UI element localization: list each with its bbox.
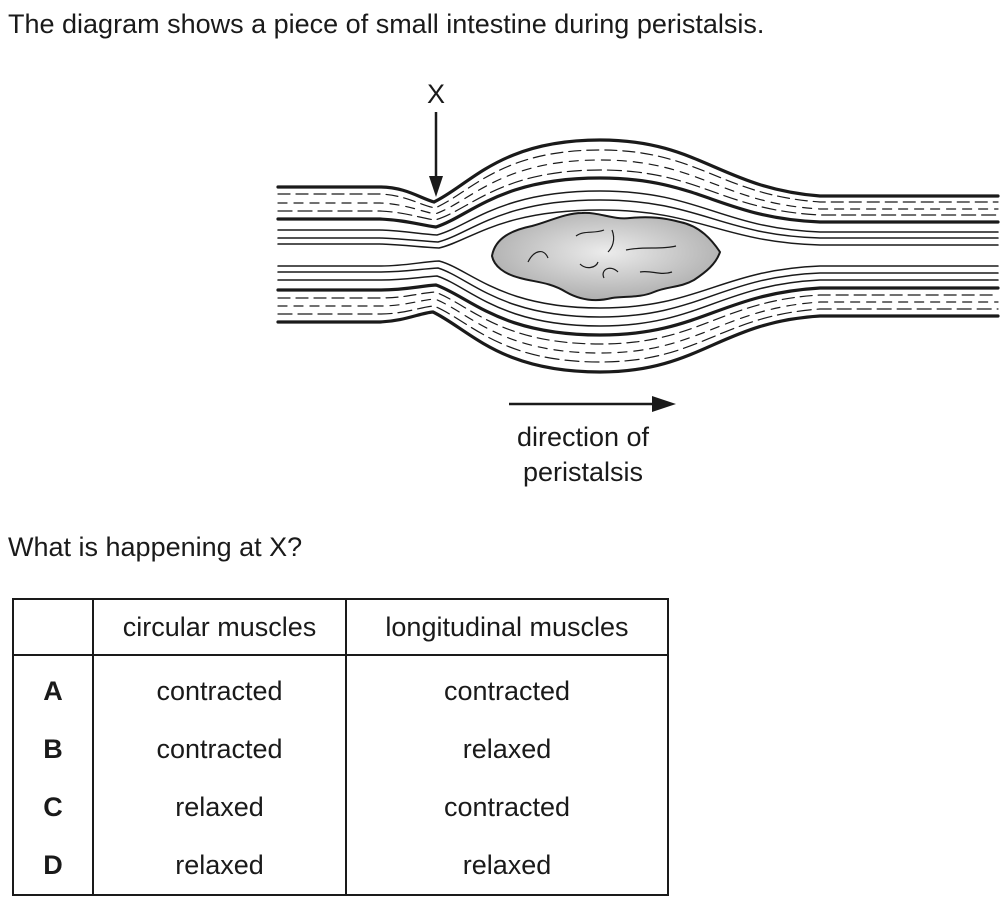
circular-value: relaxed [92, 778, 346, 836]
upper-intestine-wall [276, 138, 1000, 249]
upper-outer-dash-2 [277, 159, 999, 215]
lower-intestine-wall [276, 260, 1000, 374]
header-circular-muscles: circular muscles [92, 599, 346, 656]
down-arrow-icon [429, 112, 443, 197]
table-header-row: circular muscles longitudinal muscles [13, 599, 668, 656]
lower-lining-1 [277, 260, 999, 309]
longitudinal-value: contracted [345, 655, 668, 720]
intestine-diagram: X direction of peristalsis [276, 79, 1000, 487]
option-key: B [43, 733, 63, 764]
option-key: A [43, 675, 63, 706]
circular-value: relaxed [92, 836, 346, 895]
header-blank-cell [13, 599, 93, 656]
upper-outer-dash-1 [277, 149, 999, 209]
question-intro: The diagram shows a piece of small intes… [8, 9, 765, 39]
lower-lining-2 [277, 267, 999, 318]
upper-lining-2 [277, 199, 999, 243]
lower-outer-dash-1 [277, 291, 999, 345]
marker-x-label: X [427, 79, 445, 109]
direction-label-line1: direction of [517, 422, 650, 452]
food-bolus [490, 211, 722, 301]
answer-row-d[interactable]: D relaxed relaxed [13, 836, 668, 895]
longitudinal-value: relaxed [345, 836, 668, 895]
answer-row-a[interactable]: A contracted contracted [13, 655, 668, 720]
bolus-outline [490, 211, 722, 301]
lower-outer-muscle-line [276, 310, 1000, 374]
answer-row-c[interactable]: C relaxed contracted [13, 778, 668, 836]
answer-row-b[interactable]: B contracted relaxed [13, 720, 668, 778]
upper-outer-muscle-line [276, 138, 1000, 204]
lower-outer-dash-2 [277, 298, 999, 354]
lower-outer-dash-3 [277, 305, 999, 363]
answer-table: circular muscles longitudinal muscles A … [12, 598, 669, 896]
bolus-texture [527, 229, 677, 279]
header-longitudinal-muscles: longitudinal muscles [345, 599, 668, 656]
upper-inner-muscle-line [276, 176, 1000, 229]
direction-label-line2: peristalsis [523, 457, 643, 487]
question-prompt: What is happening at X? [8, 532, 303, 562]
lower-lining-3 [277, 275, 999, 327]
option-key: D [43, 849, 63, 880]
circular-value: contracted [92, 655, 346, 720]
circular-value: contracted [92, 720, 346, 778]
right-arrow-icon [509, 396, 676, 412]
upper-lining-1 [277, 190, 999, 236]
upper-outer-dash-3 [277, 169, 999, 221]
lower-inner-muscle-line [276, 283, 1000, 337]
longitudinal-value: contracted [345, 778, 668, 836]
upper-lining-3 [277, 209, 999, 249]
option-key: C [43, 791, 63, 822]
longitudinal-value: relaxed [345, 720, 668, 778]
